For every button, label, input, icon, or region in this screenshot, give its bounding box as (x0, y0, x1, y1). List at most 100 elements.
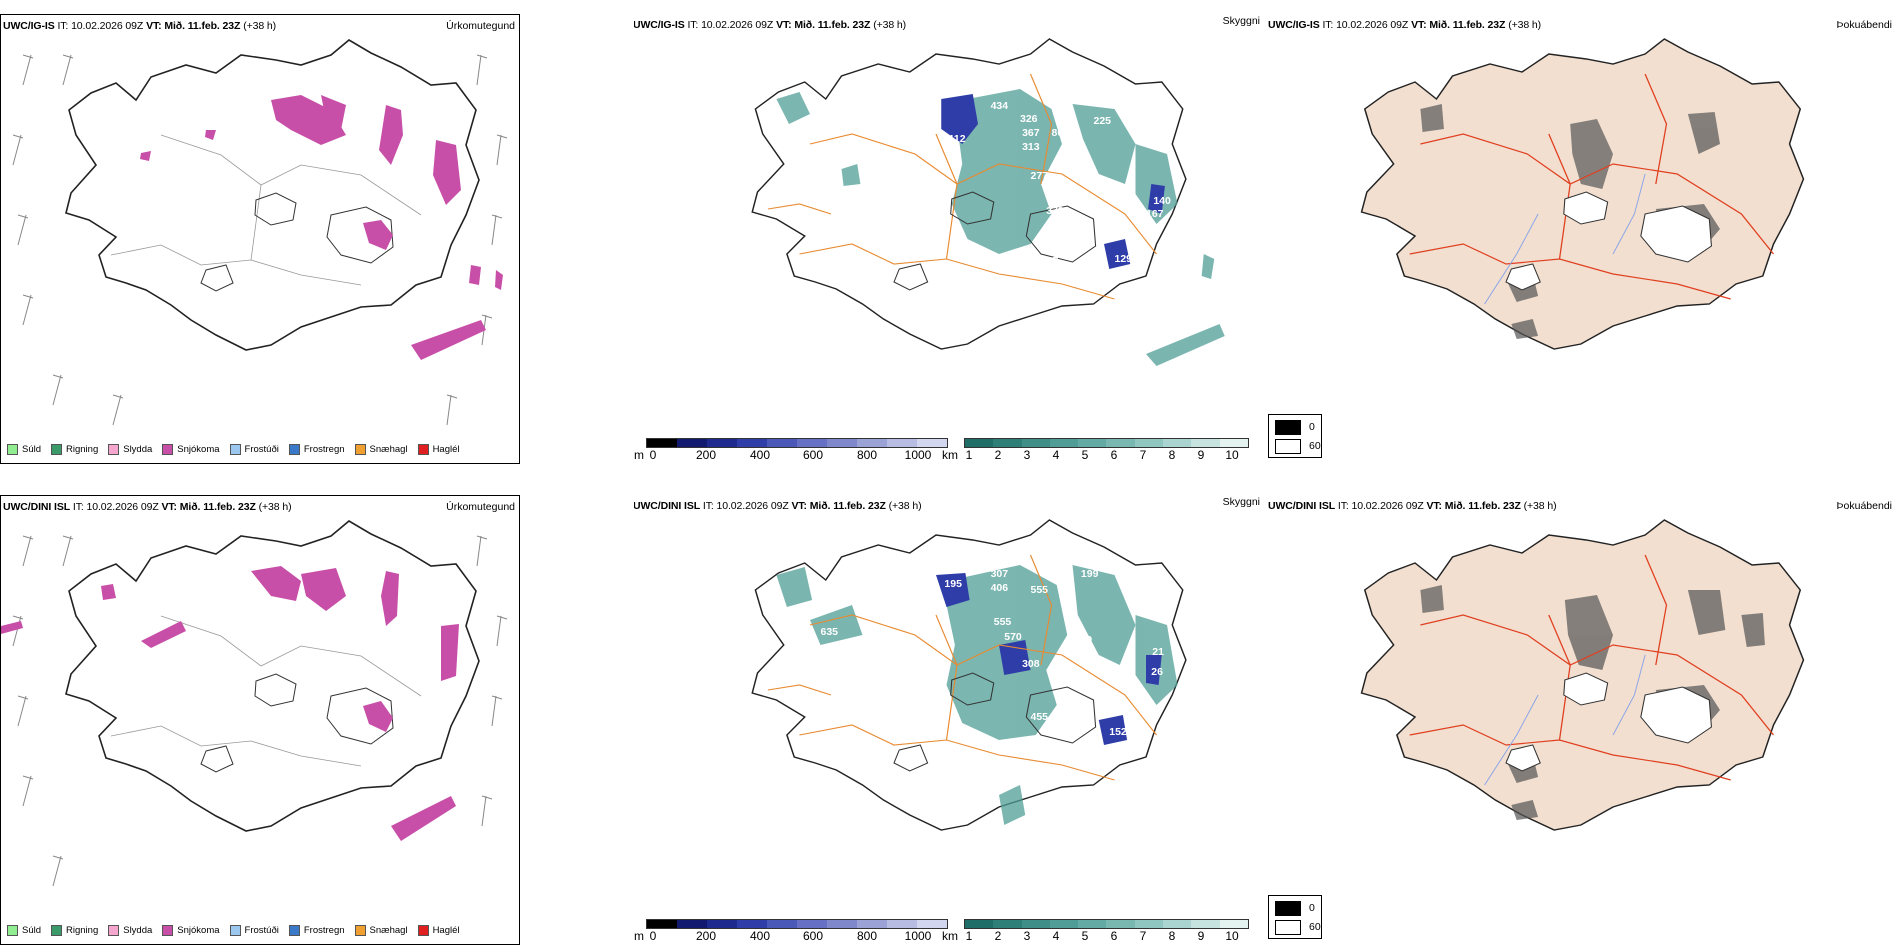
panel-header: UWC/DINI ISL IT: 10.02.2026 09Z VT: Mið.… (634, 500, 922, 512)
it-value: 10.02.2026 09Z (1351, 500, 1424, 512)
roads (1409, 73, 1775, 300)
ceiling-label: 313 (1022, 142, 1040, 153)
ceiling-tick: 800 (856, 448, 878, 462)
panel-title: Skyggni (1222, 15, 1260, 27)
ceiling-colorbar-bar (646, 438, 948, 448)
model-label: UWC/DINI ISL (3, 501, 71, 513)
visibility-tick: 2 (994, 929, 1002, 943)
it-value: 10.02.2026 09Z (1336, 19, 1409, 31)
legend-item: Slydda (108, 925, 152, 936)
ceiling-label: 195 (944, 579, 962, 590)
legend-swatch (288, 444, 300, 455)
legend-swatch (354, 925, 366, 936)
fog-legend-swatch (1275, 901, 1301, 916)
lead-time: (+38 h) (873, 19, 907, 31)
legend-item: Snjókoma (162, 444, 220, 455)
ceiling-label: 690 (1052, 286, 1070, 297)
legend-label: Súld (22, 444, 42, 455)
visibility-tick: 5 (1081, 448, 1089, 462)
it-label: IT: (72, 501, 84, 513)
roads (1409, 554, 1775, 781)
ceiling-label: 225 (1094, 116, 1112, 127)
legend-label: Frostúði (244, 444, 279, 455)
legend-swatch (7, 444, 18, 455)
visibility-map: 434 326 367 313 862 225 112 277 373 140 … (751, 38, 1225, 366)
vt-label: VT: (791, 500, 808, 512)
lead-time: (+38 h) (243, 20, 277, 32)
ceiling-label: 26 (1151, 667, 1163, 678)
legend-label: Frostúði (244, 925, 279, 936)
model-label: UWC/IG-IS (634, 19, 685, 31)
panel-header: UWC/IG-IS IT: 10.02.2026 09Z VT: Mið. 11… (1268, 19, 1541, 31)
ceiling-label: 199 (1081, 569, 1099, 580)
fog-legend-label: 60 (1309, 440, 1321, 452)
fog-legend-label: 0 (1309, 902, 1315, 914)
visibility-tick: 4 (1052, 929, 1060, 943)
panel-title: Þokuábendi (1836, 500, 1892, 512)
visibility-unit: km (942, 929, 958, 943)
ceiling-label: 367 (1022, 128, 1040, 139)
ceiling-label: 307 (991, 569, 1009, 580)
legend-swatch (162, 444, 174, 455)
visibility-tick: 5 (1081, 929, 1089, 943)
ceiling-unit: m (634, 929, 644, 943)
ceiling-label: 555 (1031, 585, 1049, 596)
snowfall-areas (140, 95, 503, 360)
ceiling-label: 455 (1031, 712, 1049, 723)
ceiling-tick: 600 (802, 929, 824, 943)
legend-label: Rigning (66, 925, 99, 936)
visibility-colorbar: km 1 2 3 4 5 6 7 8 9 10 (942, 919, 1254, 945)
snowfall-areas (1, 566, 459, 841)
ceiling-tick: 200 (695, 448, 717, 462)
visibility-tick: 7 (1139, 929, 1147, 943)
legend-item: Snjókoma (162, 925, 220, 936)
ceiling-colorbar: m 0 200 400 600 800 1000 (634, 438, 954, 464)
visibility-map: 307 406 555 199 195 555 570 339 308 635 … (751, 519, 1187, 831)
legend-item: Súld (7, 925, 41, 936)
visibility-tick: 6 (1110, 448, 1118, 462)
legend-label: Snjókoma (177, 925, 220, 936)
panel-header: UWC/IG-IS IT: 10.02.2026 09Z VT: Mið. 11… (634, 19, 906, 31)
low-ceiling-areas (941, 94, 1165, 269)
fog-legend: 0 60 (1268, 414, 1322, 458)
model-label: UWC/IG-IS (1268, 19, 1320, 31)
panel-title: Úrkomutegund (446, 20, 515, 32)
visibility-tick: 3 (1023, 929, 1031, 943)
it-label: IT: (1337, 500, 1349, 512)
precip-type-map (1, 520, 508, 887)
it-label: IT: (1322, 19, 1334, 31)
legend-label: Snæhagl (369, 444, 408, 455)
roads (110, 134, 422, 286)
fog-map (1360, 38, 1805, 350)
legend-swatch (108, 444, 120, 455)
visibility-panel: 434 326 367 313 862 225 112 277 373 140 … (634, 14, 1264, 464)
lead-time: (+38 h) (258, 501, 292, 513)
legend-swatch (162, 925, 174, 936)
legend-item: Slydda (108, 444, 152, 455)
ceiling-unit: m (634, 448, 644, 462)
ceiling-label: 555 (994, 617, 1012, 628)
legend-item: Rigning (51, 444, 98, 455)
precip-type-panel: UWC/DINI ISL IT: 10.02.2026 09Z VT: Mið.… (0, 495, 520, 945)
panel-header: UWC/DINI ISL IT: 10.02.2026 09Z VT: Mið.… (1268, 500, 1557, 512)
rivers (1484, 654, 1646, 786)
visibility-tick: 8 (1168, 448, 1176, 462)
ceiling-tick: 600 (802, 448, 824, 462)
ceiling-label: 339 (1075, 635, 1093, 646)
legend-label: Rigning (66, 444, 99, 455)
ceiling-tick: 800 (856, 929, 878, 943)
precip-type-legend: Súld Rigning Slydda Snjókoma Frostúði Fr… (7, 925, 460, 936)
ceiling-label: 152 (1109, 727, 1127, 738)
lead-time: (+38 h) (1508, 19, 1542, 31)
ceiling-label: 326 (1020, 114, 1038, 125)
precip-type-legend: Súld Rigning Slydda Snjókoma Frostúði Fr… (7, 444, 460, 455)
legend-label: Súld (22, 925, 42, 936)
ceiling-label: 112 (949, 134, 966, 145)
vt-value: Mið. 11.feb. 23Z (794, 19, 871, 31)
legend-swatch (288, 925, 300, 936)
fog-map (1360, 519, 1805, 831)
ceiling-colorbar: m 0 200 400 600 800 1000 (634, 919, 954, 945)
vt-label: VT: (1411, 19, 1427, 31)
it-label: IT: (57, 20, 69, 32)
vt-value: Mið. 11.feb. 23Z (1444, 500, 1521, 512)
